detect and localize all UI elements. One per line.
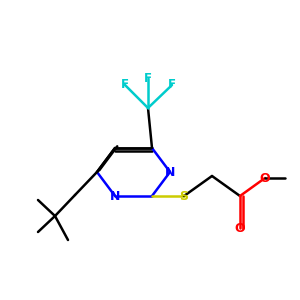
Text: N: N bbox=[165, 166, 175, 178]
Text: N: N bbox=[110, 190, 120, 202]
Text: S: S bbox=[179, 190, 188, 202]
Text: O: O bbox=[235, 221, 245, 235]
Text: F: F bbox=[121, 79, 129, 92]
Text: O: O bbox=[260, 172, 270, 184]
Text: F: F bbox=[144, 71, 152, 85]
Text: F: F bbox=[168, 79, 176, 92]
